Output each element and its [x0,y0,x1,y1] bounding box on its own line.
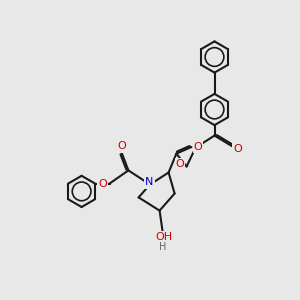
Text: N: N [145,177,154,188]
Text: O: O [233,143,242,154]
Text: O: O [194,142,202,152]
Text: O: O [176,159,184,169]
Text: OH: OH [155,232,173,242]
Text: O: O [98,178,107,189]
Text: H: H [159,242,166,252]
Text: O: O [117,141,126,152]
